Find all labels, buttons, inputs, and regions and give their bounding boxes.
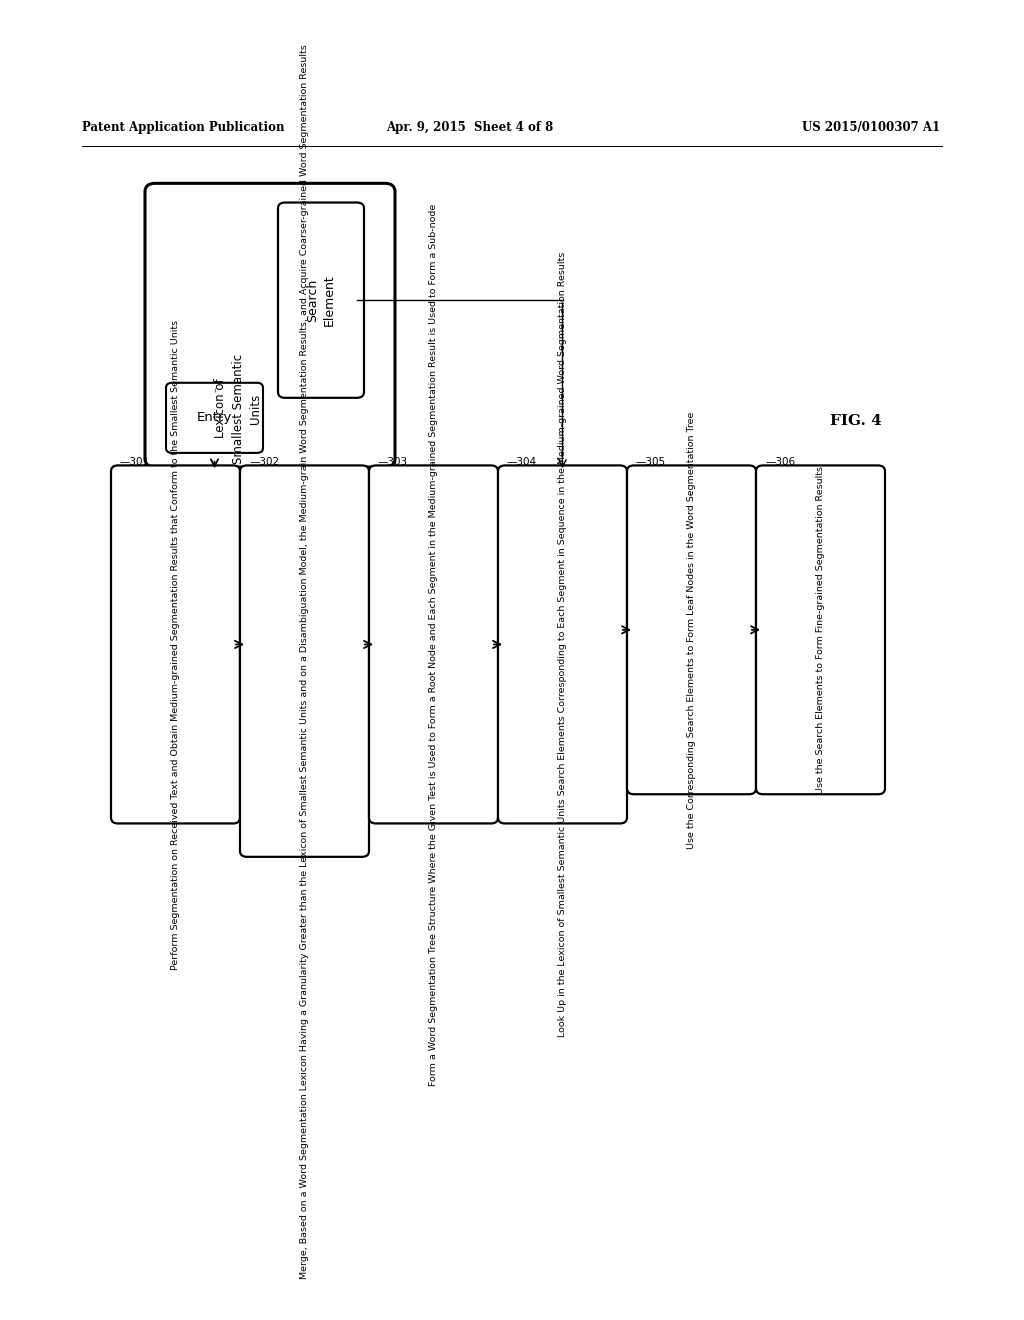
Text: Look Up in the Lexicon of Smallest Semantic Units Search Elements Corresponding : Look Up in the Lexicon of Smallest Seman… xyxy=(558,252,567,1038)
Text: Use the Search Elements to Form Fine-grained Segmentation Results: Use the Search Elements to Form Fine-gra… xyxy=(816,466,825,793)
FancyBboxPatch shape xyxy=(166,383,263,453)
Text: —301: —301 xyxy=(120,457,151,467)
Text: Entry: Entry xyxy=(197,412,232,424)
Text: Form a Word Segmentation Tree Structure Where the Given Test is Used to Form a R: Form a Word Segmentation Tree Structure … xyxy=(429,203,438,1085)
FancyBboxPatch shape xyxy=(369,466,498,824)
Text: —302: —302 xyxy=(249,457,280,467)
Text: Lexicon of
Smallest Semantic
Units: Lexicon of Smallest Semantic Units xyxy=(214,354,261,463)
Text: —304: —304 xyxy=(507,457,538,467)
Text: Perform Segmentation on Received Text and Obtain Medium-grained Segmentation Res: Perform Segmentation on Received Text an… xyxy=(171,319,180,969)
FancyBboxPatch shape xyxy=(145,183,395,467)
Text: Patent Application Publication: Patent Application Publication xyxy=(82,121,285,133)
FancyBboxPatch shape xyxy=(627,466,756,795)
Text: Search
Element: Search Element xyxy=(306,275,336,326)
Text: Merge, Based on a Word Segmentation Lexicon Having a Granularity Greater than th: Merge, Based on a Word Segmentation Lexi… xyxy=(300,44,309,1279)
Text: Apr. 9, 2015  Sheet 4 of 8: Apr. 9, 2015 Sheet 4 of 8 xyxy=(386,121,554,133)
FancyBboxPatch shape xyxy=(278,202,364,397)
FancyBboxPatch shape xyxy=(756,466,885,795)
Text: —306: —306 xyxy=(765,457,795,467)
Text: —303: —303 xyxy=(378,457,409,467)
Text: US 2015/0100307 A1: US 2015/0100307 A1 xyxy=(802,121,940,133)
Text: Use the Corresponding Search Elements to Form Leaf Nodes in the Word Segmentatio: Use the Corresponding Search Elements to… xyxy=(687,411,696,849)
FancyBboxPatch shape xyxy=(240,466,369,857)
FancyBboxPatch shape xyxy=(498,466,627,824)
Text: —305: —305 xyxy=(636,457,667,467)
FancyBboxPatch shape xyxy=(111,466,240,824)
Text: FIG. 4: FIG. 4 xyxy=(830,414,882,428)
